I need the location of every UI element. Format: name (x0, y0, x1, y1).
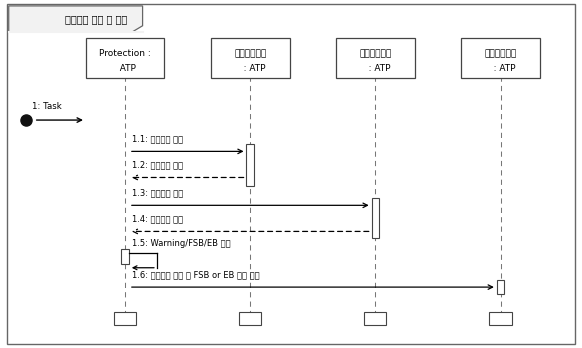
Text: Protection :: Protection : (100, 49, 151, 58)
Text: 1.1: 현재속도 요구: 1.1: 현재속도 요구 (132, 135, 183, 144)
Text: 열차속도 감시 및 보호: 열차속도 감시 및 보호 (65, 14, 127, 24)
FancyBboxPatch shape (364, 312, 386, 325)
Text: 1: Task: 1: Task (32, 102, 62, 111)
FancyBboxPatch shape (211, 38, 290, 78)
Polygon shape (9, 6, 143, 32)
Text: ATP: ATP (114, 64, 136, 73)
FancyBboxPatch shape (114, 312, 136, 325)
FancyBboxPatch shape (336, 38, 414, 78)
Text: : ATP: : ATP (485, 64, 516, 73)
Text: 1.2: 현재속도 반환: 1.2: 현재속도 반환 (132, 161, 183, 170)
FancyBboxPatch shape (489, 312, 512, 325)
Text: 제동제어관리: 제동제어관리 (484, 49, 517, 58)
FancyBboxPatch shape (372, 198, 379, 238)
FancyBboxPatch shape (461, 38, 540, 78)
FancyBboxPatch shape (121, 249, 129, 264)
FancyBboxPatch shape (86, 38, 164, 78)
Text: 이동권한관리: 이동권한관리 (359, 49, 392, 58)
Text: : ATP: : ATP (235, 64, 265, 73)
FancyBboxPatch shape (7, 4, 575, 344)
Text: 열차속도관리: 열차속도관리 (234, 49, 267, 58)
FancyBboxPatch shape (247, 144, 254, 186)
Text: : ATP: : ATP (360, 64, 391, 73)
FancyBboxPatch shape (239, 312, 261, 325)
Text: 1.6: 제동투입 판단 시 FSB or EB 체결 요구: 1.6: 제동투입 판단 시 FSB or EB 체결 요구 (132, 270, 260, 279)
Text: 1.3: 허용속도 요구: 1.3: 허용속도 요구 (132, 189, 183, 198)
Text: 1.5: Warning/FSB/EB 판단: 1.5: Warning/FSB/EB 판단 (132, 239, 230, 248)
Text: 1.4: 허용속도 반환: 1.4: 허용속도 반환 (132, 215, 183, 224)
FancyBboxPatch shape (497, 280, 504, 294)
